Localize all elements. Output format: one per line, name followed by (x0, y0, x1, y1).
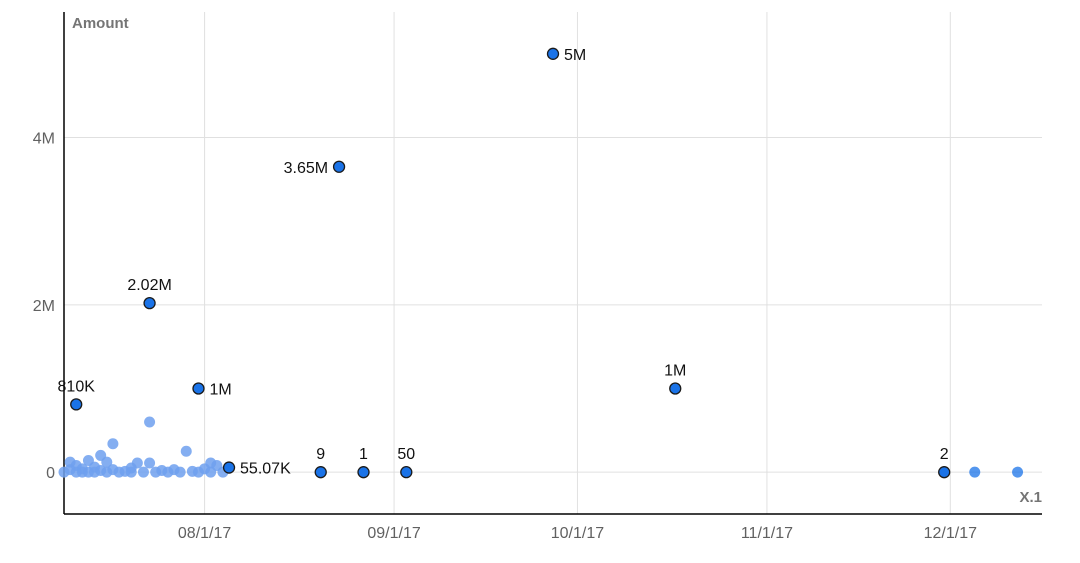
data-label: 50 (397, 446, 415, 463)
y-tick-label: 4M (33, 131, 55, 148)
data-label: 2.02M (127, 277, 171, 294)
data-point-faded (144, 457, 156, 469)
data-label: 810K (58, 378, 96, 395)
data-label: 55.07K (240, 461, 291, 478)
data-label: 2 (940, 446, 949, 463)
data-point (1012, 466, 1024, 478)
data-label: 1 (359, 446, 368, 463)
data-point-highlighted (669, 382, 682, 395)
data-point-highlighted (400, 466, 413, 479)
y-axis-title: Amount (72, 15, 129, 32)
data-point-highlighted (357, 466, 370, 479)
axes (63, 12, 1042, 515)
data-points (58, 47, 1024, 479)
data-point-faded (174, 466, 186, 478)
data-point (969, 466, 981, 478)
x-axis-title: X.1 (1019, 489, 1042, 506)
data-point-highlighted (192, 382, 205, 395)
x-tick-label: 12/1/17 (924, 525, 977, 542)
x-tick-label: 10/1/17 (551, 525, 604, 542)
x-axis-ticks: 08/1/17 09/1/17 10/1/17 11/1/17 12/1/17 (178, 525, 977, 542)
data-point-faded (137, 466, 149, 478)
y-tick-label: 0 (46, 465, 55, 482)
y-tick-label: 2M (33, 298, 55, 315)
x-tick-label: 09/1/17 (367, 525, 420, 542)
data-label: 5M (564, 47, 586, 64)
data-point-highlighted (143, 297, 156, 310)
data-point-highlighted (222, 461, 236, 474)
data-point-faded (101, 456, 113, 468)
data-point-faded (125, 466, 137, 478)
data-point-faded (180, 445, 192, 457)
data-labels: 810K 2.02M 1M 55.07K 3.65M 9 1 50 5M 1M 2 (58, 47, 949, 478)
data-point-highlighted (938, 466, 951, 479)
data-point-highlighted (70, 398, 83, 411)
data-point-highlighted (546, 47, 560, 60)
data-point-faded (131, 457, 143, 469)
data-point-faded (107, 438, 119, 450)
y-axis-ticks: 0 2M 4M (33, 131, 55, 483)
x-tick-label: 08/1/17 (178, 525, 231, 542)
data-label: 1M (209, 382, 231, 399)
data-label: 3.65M (284, 160, 328, 177)
data-point-highlighted (332, 160, 346, 173)
data-label: 9 (316, 446, 325, 463)
x-tick-label: 11/1/17 (741, 525, 793, 542)
data-point-highlighted (314, 466, 327, 479)
data-label: 1M (664, 363, 686, 380)
gridlines (64, 12, 1042, 514)
data-point-faded (144, 416, 156, 428)
